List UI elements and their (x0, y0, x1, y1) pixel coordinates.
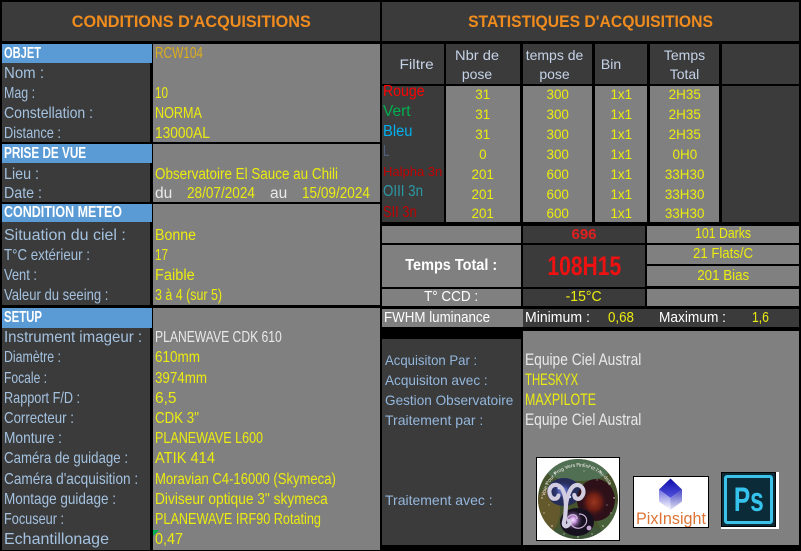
svg-text:PixInsight: PixInsight (636, 509, 706, 527)
